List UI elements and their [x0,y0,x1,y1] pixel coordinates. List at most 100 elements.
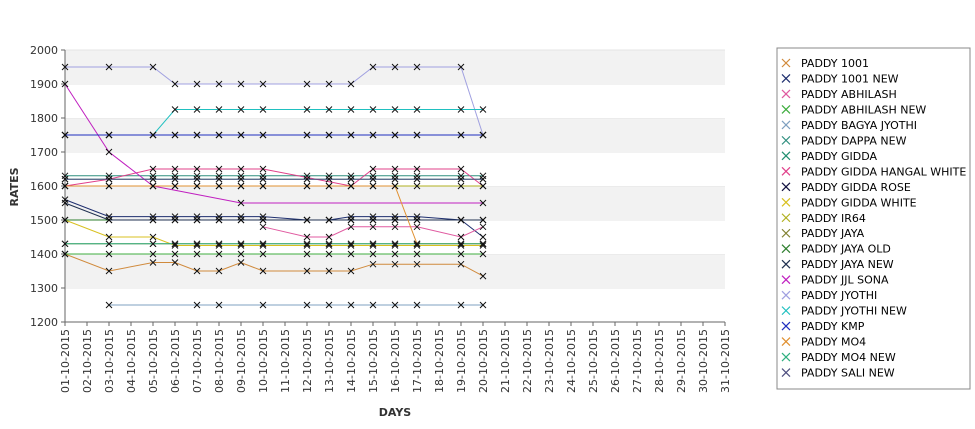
y-tick-label: 1400 [30,248,58,261]
data-point-stroke [413,223,421,231]
legend-item: PADDY GIDDA WHITE [781,196,917,209]
data-point-stroke [215,106,223,113]
data-point-stroke [479,131,487,139]
data-point [479,240,487,248]
data-point [105,267,113,275]
data-point [171,182,179,190]
data-point [369,260,377,268]
data-point-stroke [237,131,245,139]
data-point-stroke [413,106,421,113]
data-point-stroke [171,259,179,266]
x-tick-label: 29-10-2015 [675,329,688,393]
x-tick-label: 25-10-2015 [587,329,600,393]
data-point-stroke [457,233,465,241]
data-point [479,106,487,113]
data-point-stroke [237,165,245,173]
series-line-1 [64,253,484,277]
data-point [413,175,421,183]
data-point-stroke [259,240,267,248]
legend-label: PADDY MO4 NEW [801,351,896,364]
data-point [61,250,69,258]
y-tick-label: 1500 [30,214,58,227]
data-point-stroke [413,301,421,309]
data-point [369,175,377,183]
data-point [171,259,179,266]
data-point [413,106,421,113]
data-point [303,131,311,139]
data-point [303,250,311,258]
data-point [237,182,245,190]
data-point [413,165,421,173]
data-point [149,131,157,139]
data-point-stroke [171,165,179,173]
data-point-stroke [457,260,465,268]
data-point-stroke [391,240,399,248]
data-point-stroke [457,240,465,248]
data-point-stroke [347,242,355,249]
data-point-stroke [171,242,179,249]
x-tick-label: 09-10-2015 [235,329,248,393]
data-point-stroke [193,175,201,183]
data-point [479,216,487,224]
data-point-stroke [61,131,69,139]
data-point [61,131,69,139]
data-point [457,233,465,241]
data-point-stroke [369,165,377,173]
data-point [215,182,223,190]
data-point-stroke [61,216,69,224]
data-point [259,223,267,231]
y-tick-label: 2000 [30,44,58,57]
data-point [457,242,465,249]
data-point-stroke [149,165,157,173]
data-point-stroke [303,250,311,258]
data-point-stroke [61,80,69,88]
data-point-stroke [193,131,201,139]
data-point [391,182,399,190]
legend-item: PADDY ABHILASH NEW [781,103,926,116]
legend-label: PADDY GIDDA ROSE [801,181,911,194]
x-tick-label: 18-10-2015 [433,329,446,393]
data-point [391,240,399,248]
data-point [193,216,201,224]
data-point-stroke [105,182,113,190]
data-point [259,165,267,173]
data-point-stroke [413,216,421,224]
data-point-stroke [413,242,421,249]
data-point-stroke [457,182,465,190]
data-point [171,131,179,139]
x-tick-label: 27-10-2015 [631,329,644,393]
y-tick-labels: 1200 1300 1400 1500 1600 1700 1800 1900 2000 [30,44,58,329]
data-point-stroke [237,175,245,183]
data-point [479,182,487,190]
legend-label: PADDY MO4 [801,336,866,349]
data-point [61,80,69,88]
series-points [61,63,487,309]
data-point-stroke [391,165,399,173]
data-point-stroke [193,216,201,224]
legend-item: PADDY ABHILASH [781,88,897,101]
legend-label: PADDY KMP [801,320,865,333]
data-point [303,175,311,183]
legend-label: PADDY JYOTHI [801,289,877,302]
data-point-stroke [369,131,377,139]
data-point [369,242,377,249]
data-point-stroke [457,175,465,183]
data-point [413,240,421,248]
legend-marker [781,306,791,316]
data-point [457,131,465,139]
data-point [215,242,223,249]
data-point [259,240,267,248]
data-point-stroke [61,63,69,71]
legend-item: PADDY JAYA [781,227,865,240]
x-tick-label: 11-10-2015 [279,329,292,393]
data-point [237,175,245,183]
data-point [105,216,113,224]
legend-label: PADDY BAGYA JYOTHI [801,119,917,132]
data-point [259,106,267,113]
data-point [457,175,465,183]
legend-item: PADDY KMP [781,320,865,333]
data-point-stroke [193,80,201,88]
data-point [105,301,113,309]
data-point-stroke [259,223,267,231]
